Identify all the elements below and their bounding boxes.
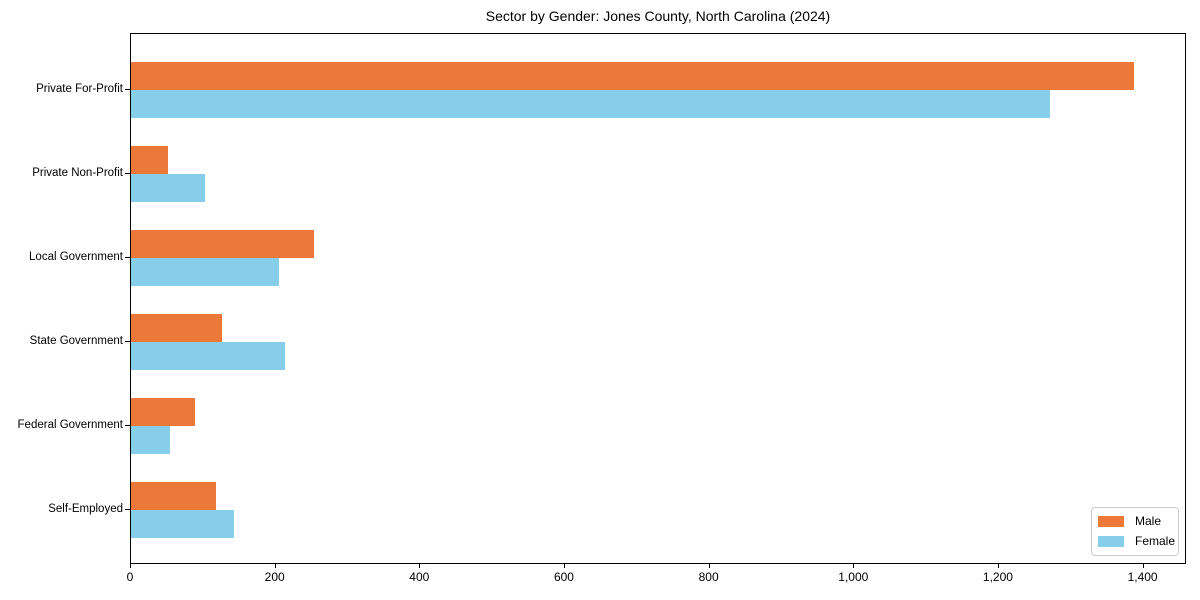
x-tick-label: 1,000 — [838, 570, 869, 584]
chart-title: Sector by Gender: Jones County, North Ca… — [485, 8, 831, 24]
x-tick-mark — [708, 564, 710, 568]
x-tick-mark — [1142, 564, 1144, 568]
x-tick-label: 200 — [264, 570, 285, 584]
legend-item-male: Male — [1098, 514, 1170, 528]
x-tick-label: 400 — [409, 570, 430, 584]
x-tick-label: 1,400 — [1127, 570, 1158, 584]
female-bar — [131, 426, 170, 454]
male-bar — [131, 62, 1135, 90]
y-tick-mark — [125, 89, 130, 90]
legend: Male Female — [1091, 507, 1179, 556]
legend-swatch-male — [1098, 515, 1124, 527]
legend-label-female: Female — [1135, 534, 1176, 548]
female-bar — [131, 342, 285, 370]
y-tick-label: Federal Government — [17, 419, 123, 431]
y-tick-mark — [125, 341, 130, 342]
y-tick-label: Private For-Profit — [36, 83, 123, 95]
x-tick-mark — [997, 564, 999, 568]
female-bar — [131, 258, 279, 286]
x-tick-label: 600 — [553, 570, 574, 584]
x-tick-mark — [853, 564, 855, 568]
y-tick-mark — [125, 425, 130, 426]
x-tick-label: 0 — [126, 570, 134, 584]
female-bar — [131, 510, 235, 538]
female-bar — [131, 90, 1050, 118]
x-tick-label: 1,200 — [982, 570, 1013, 584]
x-tick-label: 800 — [698, 570, 719, 584]
y-tick-label: Local Government — [29, 251, 123, 263]
male-bar — [131, 398, 196, 426]
male-bar — [131, 314, 222, 342]
legend-item-female: Female — [1098, 534, 1175, 548]
legend-label-male: Male — [1135, 514, 1162, 528]
x-tick-mark — [130, 564, 131, 568]
y-tick-label: Self-Employed — [48, 503, 123, 515]
male-bar — [131, 230, 314, 258]
y-tick-mark — [125, 509, 130, 510]
x-tick-mark — [563, 564, 565, 568]
legend-swatch-female — [1098, 535, 1124, 547]
female-bar — [131, 174, 206, 202]
male-bar — [131, 146, 168, 174]
y-tick-label: Private Non-Profit — [32, 167, 123, 179]
y-tick-label: State Government — [29, 335, 123, 347]
y-tick-mark — [125, 257, 130, 258]
plot-area — [130, 33, 1186, 564]
x-tick-mark — [274, 564, 276, 568]
y-tick-mark — [125, 173, 130, 174]
male-bar — [131, 482, 217, 510]
x-tick-mark — [419, 564, 421, 568]
